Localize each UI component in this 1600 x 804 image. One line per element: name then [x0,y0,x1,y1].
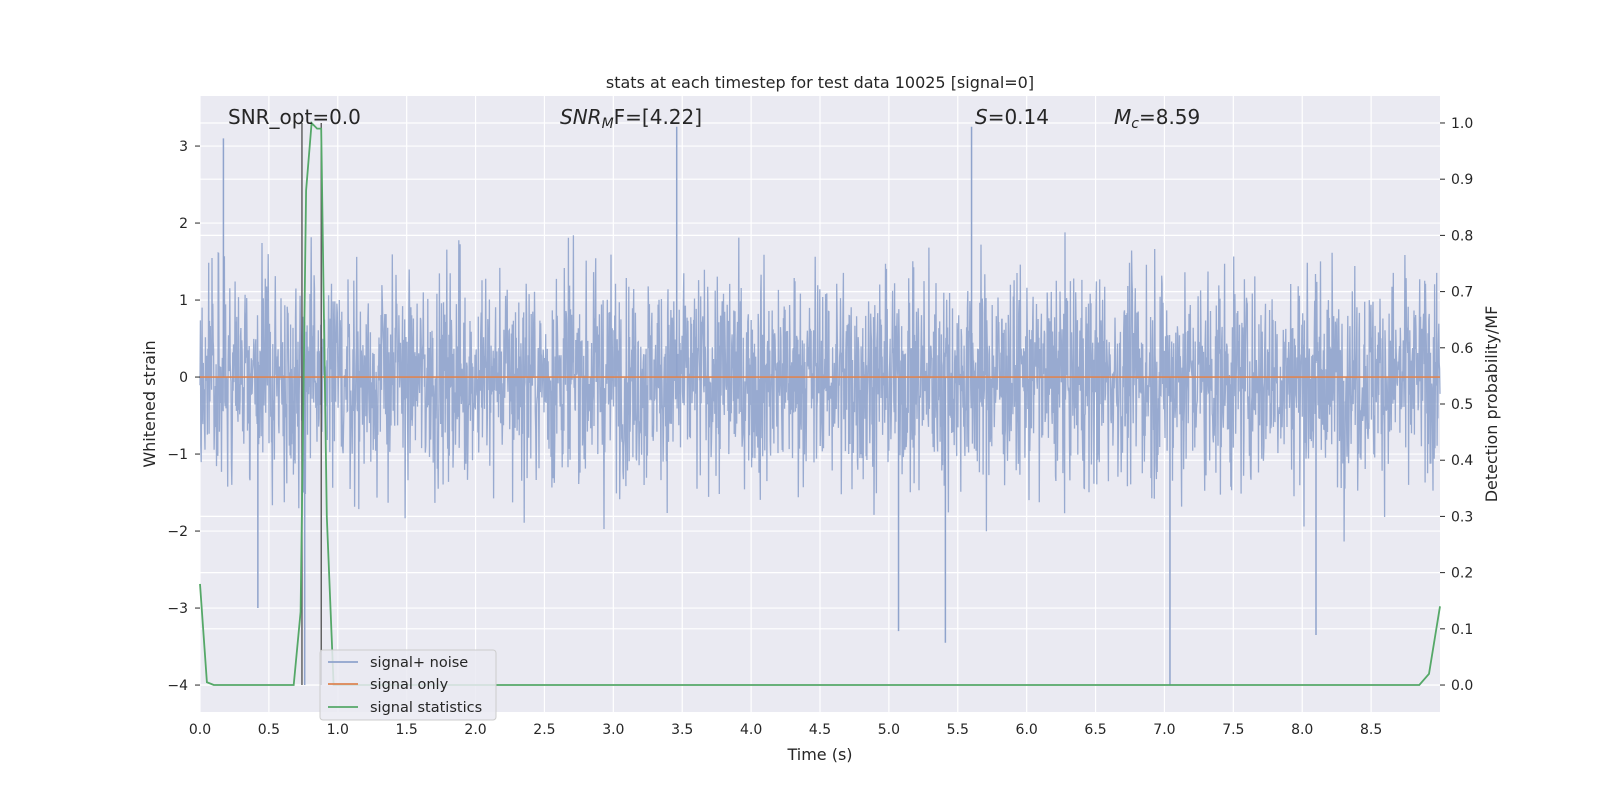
annotation-s-tail: =0.14 [988,105,1049,129]
x-tick-labels: 0.0 0.5 1.0 1.5 2.0 2.5 3.0 3.5 4.0 4.5 5.0 5.5 6.0 6… [189,722,1382,738]
annotation-snr-mf-main: SNR [560,105,602,129]
y-axis-label: Whitened strain [140,340,159,467]
annotation-mc-main: M [1114,105,1131,129]
legend-box [319,649,497,721]
y2-tick-label: 0.3 [1451,509,1473,525]
x-tick-label: 6.5 [1084,722,1106,738]
annotation-mc: Mc=8.59 [1114,105,1200,132]
annotation-snr-opt: SNR_opt=0.0 [228,105,361,129]
annotation-snr-mf: SNRMF=[4.22] [560,105,702,132]
y-tick-label: −2 [167,524,188,540]
chart-title: stats at each timestep for test data 100… [606,73,1034,92]
legend-label-signal: signal only [370,677,449,693]
y-tick-label: 0 [179,370,188,386]
x-tick-label: 4.5 [809,722,831,738]
y2-tick-label: 1.0 [1451,116,1473,132]
x-tick-label: 8.5 [1360,722,1382,738]
annotation-snr-mf-sub: M [602,116,614,132]
y2-tick-labels: 1.0 0.9 0.8 0.7 0.6 0.5 0.4 0.3 0.2 0.1 0.0 [1440,116,1473,694]
annotation-s: S=0.14 [975,105,1049,129]
x-tick-label: 1.5 [396,722,418,738]
annotation-mc-sub: c [1131,116,1139,132]
y2-tick-label: 0.8 [1451,228,1473,244]
y2-tick-label: 0.2 [1451,566,1473,582]
x-tick-label: 4.0 [740,722,762,738]
x-tick-label: 3.0 [602,722,624,738]
annotation-mc-tail: =8.59 [1139,105,1200,129]
legend: signal+ noise signal only signal statist… [319,649,497,721]
x-tick-label: 1.0 [327,722,349,738]
x-tick-label: 0.0 [189,722,211,738]
legend-label-stats: signal statistics [370,700,482,716]
annotation-snr-mf-tail: F=[4.22] [614,105,702,129]
y-tick-label: −3 [167,601,188,617]
y-tick-label: 2 [179,216,188,232]
y2-tick-label: 0.9 [1451,172,1473,188]
x-tick-label: 2.0 [464,722,486,738]
x-tick-label: 0.5 [258,722,280,738]
x-tick-label: 2.5 [533,722,555,738]
y2-tick-label: 0.0 [1451,678,1473,694]
y-tick-labels: 3 2 1 0 −1 −2 −3 −4 [167,139,200,694]
y2-tick-label: 0.4 [1451,453,1473,469]
x-tick-label: 7.5 [1222,722,1244,738]
signal-noise-series [199,126,1441,686]
x-axis-label: Time (s) [786,745,852,764]
y-tick-label: 3 [179,139,188,155]
y-tick-label: −4 [167,678,188,694]
noise-line [199,232,1441,542]
y2-axis-label: Detection probability/MF [1482,306,1501,503]
y-tick-label: 1 [179,293,188,309]
legend-label-noise: signal+ noise [370,655,468,671]
signal-statistics-line [199,120,1441,686]
series-lines [199,120,1441,686]
y-tick-label: −1 [167,447,188,463]
x-tick-label: 8.0 [1291,722,1313,738]
y2-tick-label: 0.6 [1451,341,1473,357]
x-tick-label: 5.0 [878,722,900,738]
x-tick-label: 7.0 [1153,722,1175,738]
y2-tick-label: 0.5 [1451,397,1473,413]
x-tick-label: 5.5 [947,722,969,738]
annotation-s-main: S [975,105,988,129]
y2-tick-label: 0.1 [1451,622,1473,638]
y2-tick-label: 0.7 [1451,285,1473,301]
x-tick-label: 6.0 [1016,722,1038,738]
x-tick-label: 3.5 [671,722,693,738]
